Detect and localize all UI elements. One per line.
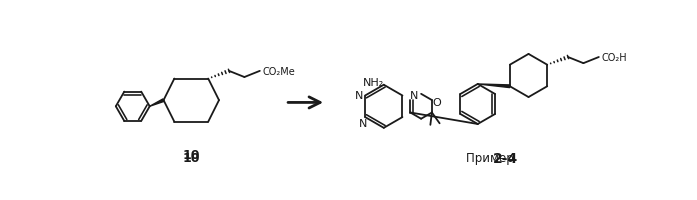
Text: N: N [359,119,367,129]
Text: 10: 10 [183,152,200,165]
Text: Пример: Пример [466,152,518,165]
Text: N: N [410,91,418,101]
Text: NH₂: NH₂ [363,78,384,88]
Polygon shape [477,85,510,88]
Text: 10: 10 [183,148,200,161]
Text: O: O [432,98,441,108]
Text: CO₂H: CO₂H [601,53,627,63]
Polygon shape [150,99,164,107]
Text: CO₂Me: CO₂Me [262,67,295,76]
Text: 2-4: 2-4 [493,151,519,165]
Text: N: N [355,91,363,101]
